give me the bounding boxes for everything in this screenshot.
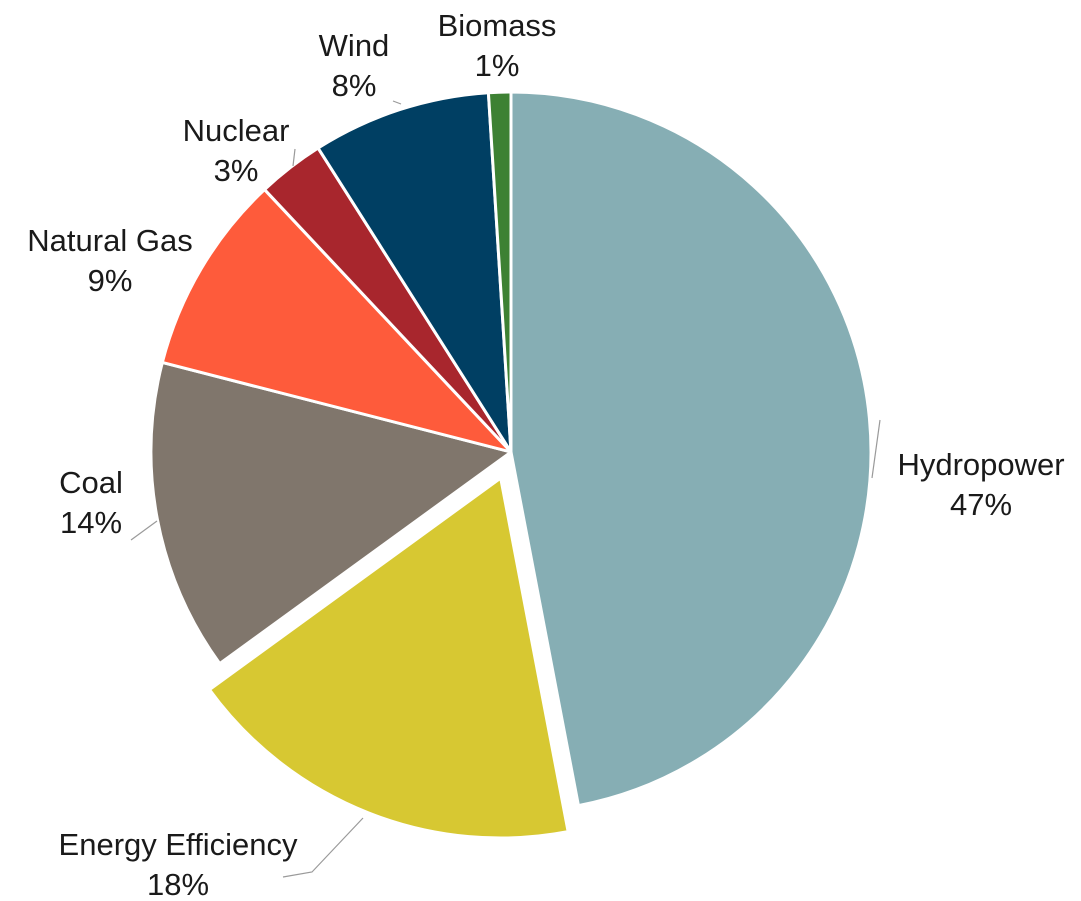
pie-slice-coal xyxy=(149,360,513,666)
pie-slice-hydropower xyxy=(509,90,873,808)
leader-line-energy-efficiency xyxy=(282,817,364,878)
slice-value-hydropower: 47% xyxy=(950,487,1012,522)
slice-value-natural-gas: 9% xyxy=(88,263,133,298)
slice-label-natural-gas: Natural Gas xyxy=(27,223,192,258)
leader-line-coal xyxy=(130,520,158,541)
slice-value-nuclear: 3% xyxy=(214,153,259,188)
slice-label-coal: Coal xyxy=(59,465,123,500)
slice-label-nuclear: Nuclear xyxy=(183,113,290,148)
leader-line-hydropower xyxy=(871,419,881,479)
slice-value-biomass: 1% xyxy=(475,48,520,83)
leader-line-wind xyxy=(392,100,402,105)
slice-label-hydropower: Hydropower xyxy=(897,447,1064,482)
slice-label-wind: Wind xyxy=(319,28,390,63)
slice-value-wind: 8% xyxy=(332,68,377,103)
slice-value-coal: 14% xyxy=(60,505,122,540)
pie-slice-biomass xyxy=(486,90,513,454)
slice-value-energy-efficiency: 18% xyxy=(147,867,209,901)
leader-line-nuclear xyxy=(292,148,296,167)
slice-label-energy-efficiency: Energy Efficiency xyxy=(59,827,298,862)
slice-label-biomass: Biomass xyxy=(438,8,557,43)
pie-slice-natural-gas xyxy=(160,188,513,454)
pie-slice-wind xyxy=(316,91,513,454)
pie-slice-energy-efficiency xyxy=(207,476,570,840)
